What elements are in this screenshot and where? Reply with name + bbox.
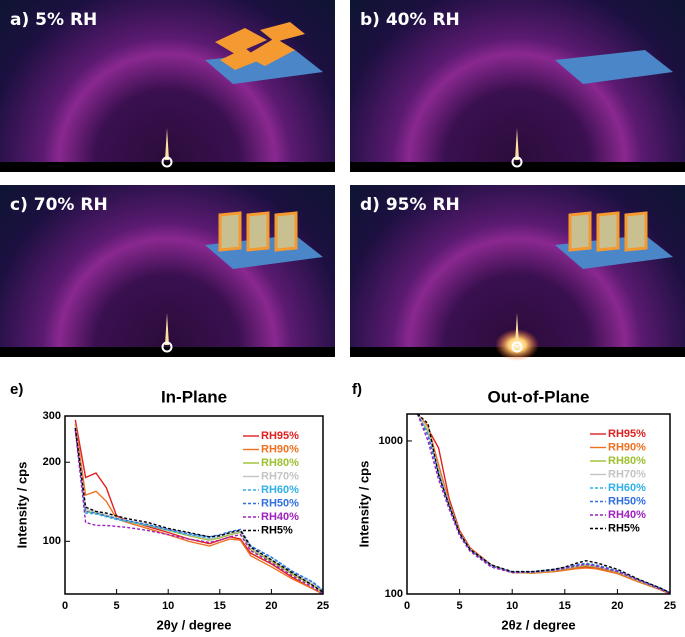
series-line bbox=[417, 414, 670, 594]
y-axis-label: Intensity / cps bbox=[356, 461, 371, 548]
substrate bbox=[555, 50, 673, 84]
direct-beam bbox=[511, 156, 523, 168]
legend-label: RH50% bbox=[261, 497, 299, 509]
x-tick-label: 5 bbox=[114, 600, 120, 612]
series-line bbox=[74, 423, 323, 594]
plot-frame bbox=[406, 413, 671, 595]
direct-beam bbox=[511, 341, 523, 353]
specular-streak bbox=[515, 128, 519, 160]
panel-label: c) 70% RH bbox=[10, 195, 108, 215]
x-tick-label: 10 bbox=[162, 600, 174, 612]
schematic-inset bbox=[555, 211, 673, 269]
schematic-inset bbox=[205, 22, 323, 84]
legend-label: RH80% bbox=[261, 457, 299, 469]
y-tick-label: 1000 bbox=[379, 435, 403, 447]
x-tick-label: 25 bbox=[317, 600, 329, 612]
scattering-image: d) 95% RH bbox=[350, 185, 685, 361]
x-tick-label: 20 bbox=[265, 600, 277, 612]
chart-title: In-Plane bbox=[161, 387, 227, 406]
sheet bbox=[260, 22, 305, 42]
panel-label: e) bbox=[10, 381, 23, 398]
stack-wall bbox=[568, 211, 592, 252]
series-line bbox=[74, 425, 323, 593]
stack-wall bbox=[624, 211, 648, 252]
series-line bbox=[74, 430, 323, 594]
x-tick-label: 15 bbox=[214, 600, 226, 612]
scattering-image: b) 40% RH bbox=[350, 0, 685, 172]
legend-label: RH5% bbox=[608, 522, 640, 534]
direct-beam bbox=[161, 156, 173, 168]
scattering-image: c) 70% RH bbox=[0, 185, 335, 357]
line-chart: e) In-Plane 2θy / degree Intensity / cps 0 5 1… bbox=[10, 381, 329, 632]
x-tick-label: 5 bbox=[457, 600, 463, 612]
series-line bbox=[74, 419, 323, 594]
legend-label: RH70% bbox=[608, 468, 646, 480]
specular-streak bbox=[515, 313, 519, 345]
x-tick-label: 0 bbox=[404, 600, 410, 612]
direct-beam bbox=[161, 341, 173, 353]
panel-label: b) 40% RH bbox=[360, 10, 460, 30]
legend-label: RH70% bbox=[261, 470, 299, 482]
series-line bbox=[74, 427, 323, 593]
x-axis-label: 2θz / degree bbox=[501, 617, 575, 632]
sheet bbox=[215, 28, 267, 54]
legend-label: RH5% bbox=[261, 524, 293, 536]
x-tick-label: 25 bbox=[664, 600, 676, 612]
legend-label: RH80% bbox=[608, 455, 646, 467]
panel-label: f) bbox=[352, 381, 362, 398]
chart-title: Out-of-Plane bbox=[488, 387, 590, 406]
legend-label: RH60% bbox=[608, 482, 646, 494]
stack-wall bbox=[246, 211, 270, 252]
stack-wall bbox=[218, 211, 242, 252]
specular-streak bbox=[165, 313, 169, 345]
legend-label: RH60% bbox=[261, 484, 299, 496]
y-tick-label: 300 bbox=[43, 410, 61, 422]
charts: e) In-Plane 2θy / degree Intensity / cps 0 5 1… bbox=[10, 381, 676, 632]
legend-label: RH95% bbox=[608, 428, 646, 440]
series-line bbox=[74, 427, 323, 591]
x-tick-label: 20 bbox=[611, 600, 623, 612]
y-axis-label: Intensity / cps bbox=[14, 462, 29, 549]
x-tick-label: 0 bbox=[62, 600, 68, 612]
schematic-inset bbox=[555, 50, 673, 84]
line-chart: f) Out-of-Plane 2θz / degree Intensity / cp… bbox=[352, 381, 676, 632]
x-tick-label: 15 bbox=[559, 600, 571, 612]
legend-label: RH90% bbox=[608, 441, 646, 453]
legend-label: RH95% bbox=[261, 430, 299, 442]
scattering-image: a) 5% RH bbox=[0, 0, 335, 172]
stack-wall bbox=[596, 211, 620, 252]
stack-wall bbox=[274, 211, 298, 252]
schematic-inset bbox=[205, 211, 323, 269]
panel-label: d) 95% RH bbox=[360, 195, 460, 215]
sheet bbox=[220, 48, 260, 70]
legend-label: RH40% bbox=[261, 511, 299, 523]
legend-label: RH90% bbox=[261, 443, 299, 455]
y-tick-label: 100 bbox=[43, 535, 61, 547]
x-tick-label: 10 bbox=[506, 600, 518, 612]
legend-label: RH40% bbox=[608, 509, 646, 521]
image-panels: a) 5% RH b) 40% RH c) 70% RH d) 95% RH bbox=[0, 0, 685, 361]
legend-label: RH50% bbox=[608, 495, 646, 507]
plot-frame bbox=[64, 415, 324, 595]
y-tick-label: 200 bbox=[43, 456, 61, 468]
y-tick-label: 100 bbox=[385, 588, 403, 600]
panel-label: a) 5% RH bbox=[10, 10, 97, 30]
specular-streak bbox=[165, 128, 169, 160]
x-axis-label: 2θy / degree bbox=[157, 617, 232, 632]
